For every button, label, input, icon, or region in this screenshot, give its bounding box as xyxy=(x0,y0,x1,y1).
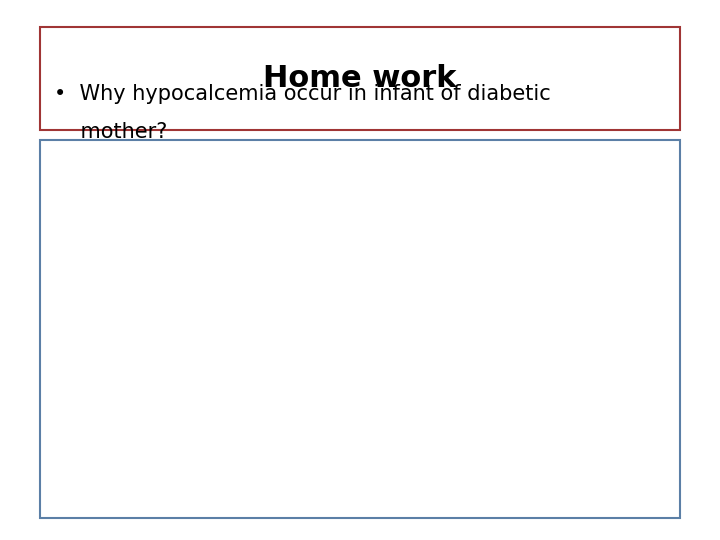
FancyBboxPatch shape xyxy=(40,27,680,130)
Text: mother?: mother? xyxy=(54,122,167,143)
FancyBboxPatch shape xyxy=(40,140,680,518)
Text: •  Why hypocalcemia occur in infant of diabetic: • Why hypocalcemia occur in infant of di… xyxy=(54,84,551,105)
Text: Home work: Home work xyxy=(264,64,456,93)
